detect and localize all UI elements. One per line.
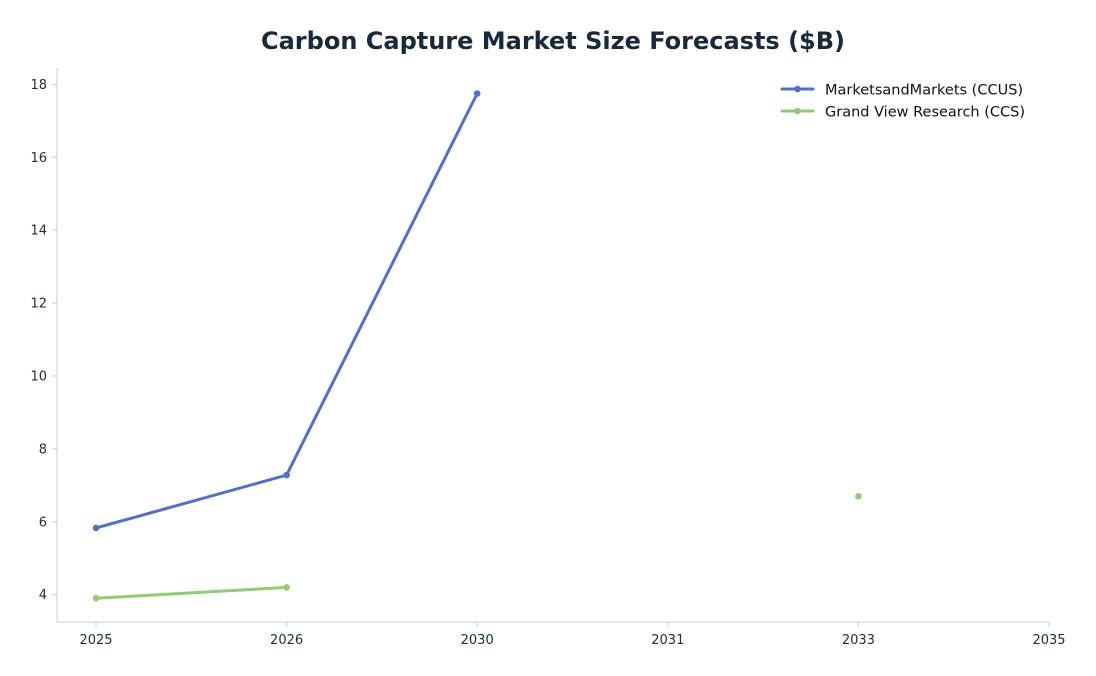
series-2 (92, 492, 862, 602)
y-tick-label: 14 (30, 224, 47, 239)
legend-item: MarketsandMarkets (CCUS) (780, 83, 1023, 99)
series-line (94, 92, 479, 530)
x-tick-label: 2026 (270, 633, 303, 648)
y-tick-label: 12 (30, 297, 47, 312)
axes: 4 6 8 10 12 14 16 18 2025 2026 2030 2031 2033 2035 (30, 68, 1066, 648)
legend-label: MarketsandMarkets (CCUS) (825, 83, 1023, 99)
series-line (94, 585, 289, 600)
x-tick-label: 2035 (1032, 633, 1065, 648)
legend-swatch-marker (794, 85, 801, 93)
data-point (283, 584, 290, 591)
x-tick-label: 2033 (842, 633, 875, 648)
chart-title: Carbon Capture Market Size Forecasts ($B… (261, 27, 845, 55)
legend-item: Grand View Research (CCS) (780, 105, 1025, 121)
y-tick-label: 16 (30, 151, 47, 166)
y-tick-label: 8 (39, 442, 47, 457)
data-point (92, 524, 100, 532)
y-tick-label: 4 (39, 588, 47, 603)
y-tick-label: 10 (30, 369, 47, 384)
x-tick-label: 2031 (651, 633, 684, 648)
data-point (92, 595, 100, 602)
legend-swatch-marker (794, 107, 801, 115)
series-1 (92, 90, 481, 532)
legend: MarketsandMarkets (CCUS) Grand View Resea… (780, 83, 1025, 121)
data-point (473, 90, 481, 97)
legend-label: Grand View Research (CCS) (825, 105, 1025, 121)
y-tick-label: 6 (39, 515, 47, 530)
data-point (283, 471, 290, 479)
x-tick-label: 2030 (461, 633, 494, 648)
data-point (855, 492, 862, 500)
y-tick-label: 18 (30, 78, 47, 93)
series-area (92, 90, 862, 602)
x-tick-label: 2025 (79, 633, 112, 648)
